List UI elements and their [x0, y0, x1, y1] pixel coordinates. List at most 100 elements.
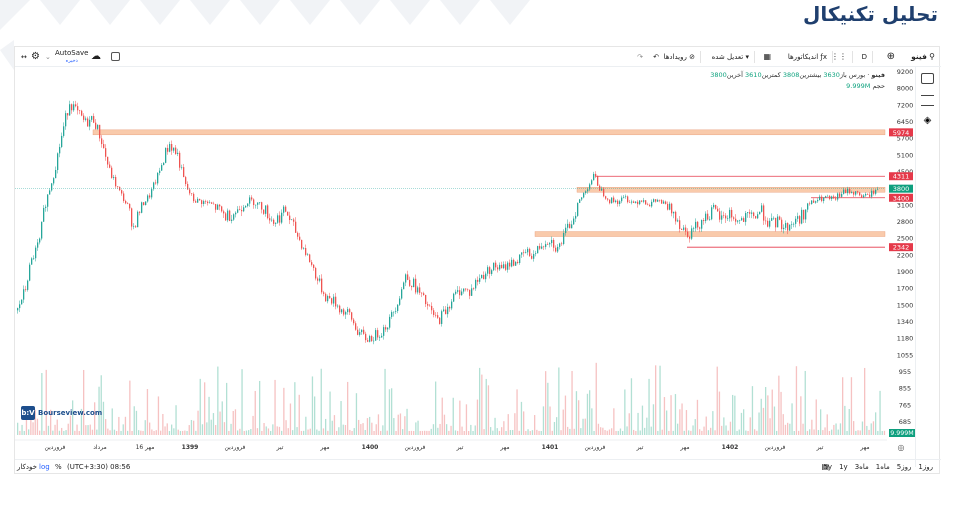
- volume-bar: [327, 430, 329, 435]
- volume-bar: [628, 413, 630, 435]
- price-chart[interactable]: 9200 8000 7200 6450 5700 5100 4500 3800 3100 2800…: [15, 67, 917, 459]
- candle: [83, 115, 85, 120]
- candle: [33, 258, 35, 259]
- candle: [147, 195, 149, 202]
- volume-bar: [131, 430, 133, 435]
- price-axis-tick: 685: [899, 418, 911, 426]
- percent-toggle[interactable]: %: [55, 463, 62, 471]
- volume-bar: [835, 423, 837, 435]
- candle: [497, 267, 499, 270]
- candle: [753, 212, 755, 217]
- candle: [465, 288, 467, 290]
- price-label-badge: [889, 184, 913, 193]
- range-button-3[interactable]: 1ماه: [875, 463, 890, 471]
- fullscreen-icon[interactable]: ↔: [21, 53, 27, 61]
- range-button-4[interactable]: 5روز: [896, 463, 912, 471]
- volume-bar: [199, 378, 201, 435]
- timezone-label[interactable]: (UTC+3:30) 08:56: [67, 463, 131, 471]
- price-label: 5974: [893, 129, 910, 137]
- volume-bar: [760, 398, 762, 435]
- candle: [693, 228, 695, 229]
- toolbar-divider: [700, 51, 701, 63]
- candle: [587, 189, 589, 192]
- candle: [89, 119, 91, 127]
- candle: [197, 198, 199, 203]
- candle: [729, 209, 731, 219]
- volume-bar: [652, 404, 655, 435]
- cloud-icon[interactable]: ☁: [91, 51, 101, 62]
- candle: [827, 195, 829, 197]
- candle: [367, 340, 369, 342]
- candle: [473, 288, 475, 289]
- candle: [39, 238, 41, 243]
- range-button-5[interactable]: 1روز: [918, 463, 933, 471]
- candle: [153, 182, 155, 190]
- time-axis-tick: تیر: [456, 444, 464, 451]
- candle: [315, 267, 317, 279]
- volume-bar: [32, 422, 34, 435]
- range-button-0[interactable]: 5y: [823, 463, 833, 471]
- candle: [783, 227, 785, 230]
- candle: [679, 220, 681, 229]
- log-toggle[interactable]: log: [39, 463, 50, 471]
- candle: [665, 201, 667, 204]
- candle: [797, 216, 799, 219]
- autosave-button[interactable]: AutoSave ذخیره: [55, 49, 88, 64]
- candle: [423, 293, 425, 295]
- object-tree-icon[interactable]: [921, 73, 934, 84]
- time-axis-tick: فروردین: [585, 444, 606, 451]
- volume-bar: [164, 426, 166, 435]
- candle: [487, 267, 489, 274]
- candle: [485, 273, 487, 280]
- volume-bar: [655, 365, 657, 435]
- events-button[interactable]: رویدادها ⊘: [664, 51, 695, 63]
- indicators-button[interactable]: اندیکاتورها ƒx: [788, 51, 827, 63]
- candle: [31, 258, 33, 265]
- candle: [435, 314, 437, 316]
- candle: [515, 261, 517, 266]
- volume-bar: [514, 413, 516, 435]
- volume-bar: [630, 378, 633, 435]
- interval-button[interactable]: D: [861, 53, 867, 61]
- volume-bar: [569, 428, 571, 435]
- candle: [631, 201, 633, 203]
- volume-bar: [727, 430, 729, 435]
- adjusted-select[interactable]: تعدیل شده ▾: [712, 51, 749, 63]
- layout-grid-icon[interactable]: ▦: [763, 52, 771, 61]
- axis-settings-icon[interactable]: ◎: [898, 443, 905, 452]
- watchlist-icon[interactable]: [921, 95, 934, 106]
- candle: [545, 244, 547, 247]
- candles-type-icon[interactable]: ⋮⋮: [831, 52, 847, 61]
- volume-bar: [311, 376, 314, 435]
- volume-bar: [347, 381, 349, 435]
- candle: [169, 144, 171, 152]
- gear-icon[interactable]: ⚙: [31, 51, 40, 62]
- add-symbol-button[interactable]: ⊕: [886, 51, 895, 62]
- range-button-1[interactable]: 1y: [839, 463, 848, 471]
- chevron-down-icon[interactable]: ⌄: [45, 53, 51, 61]
- layers-icon[interactable]: ◈: [923, 115, 932, 126]
- calendar-icon[interactable]: ▤: [821, 462, 829, 471]
- volume-bar: [149, 422, 151, 435]
- range-button-2[interactable]: 3ماه: [854, 463, 869, 471]
- candle: [569, 223, 571, 229]
- auto-toggle[interactable]: خودکار: [17, 463, 37, 471]
- volume-bar: [45, 369, 47, 435]
- candle: [19, 304, 21, 309]
- symbol-search[interactable]: فینو ⚲: [911, 51, 935, 63]
- candle: [599, 185, 601, 191]
- candle: [205, 201, 207, 202]
- undo-button[interactable]: ↶: [653, 53, 659, 61]
- candle: [737, 220, 739, 222]
- snapshot-icon[interactable]: [111, 52, 120, 61]
- volume-bar: [498, 430, 501, 435]
- candle: [427, 304, 429, 306]
- volume-bar: [850, 377, 853, 435]
- candle: [453, 293, 455, 302]
- candle: [63, 126, 65, 136]
- volume-bar: [848, 409, 850, 435]
- candle: [573, 218, 575, 225]
- redo-button[interactable]: ↷: [637, 53, 643, 61]
- volume-bar: [358, 419, 360, 435]
- sr-zone: [576, 187, 886, 193]
